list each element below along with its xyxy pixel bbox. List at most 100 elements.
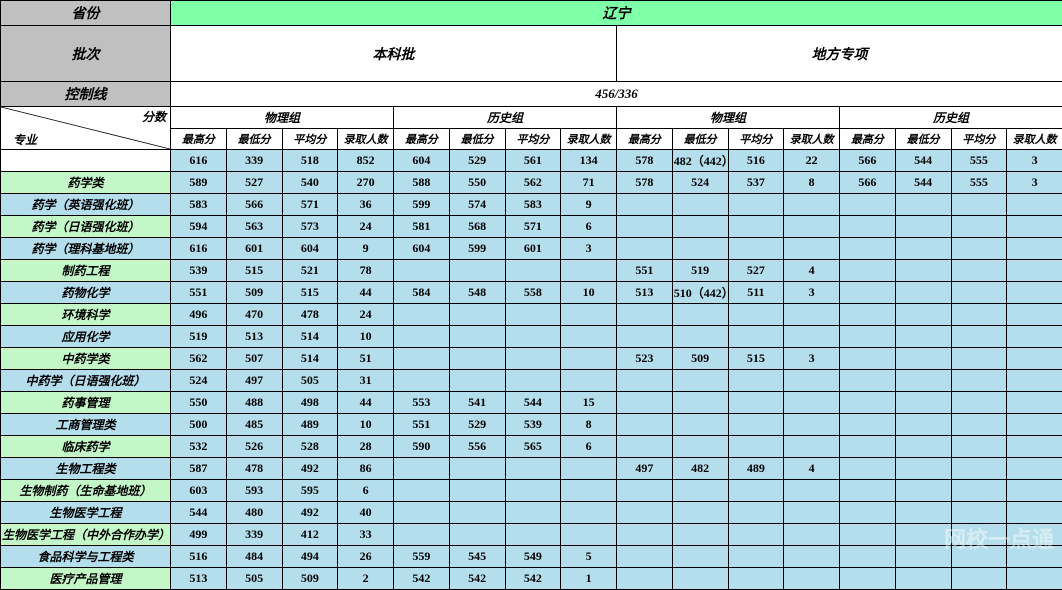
cell-16-3: 492 <box>282 502 338 524</box>
diag-header: 分数 专业 <box>1 107 171 150</box>
cell-4-12 <box>784 238 840 260</box>
cell-18-11 <box>728 546 784 568</box>
cell-15-4: 6 <box>338 480 394 502</box>
cell-17-2: 339 <box>226 524 282 546</box>
cell-17-8 <box>561 524 617 546</box>
cell-5-13 <box>840 260 896 282</box>
cell-10-10 <box>672 370 728 392</box>
cell-18-12 <box>784 546 840 568</box>
cell-4-9 <box>617 238 673 260</box>
cell-16-2: 480 <box>226 502 282 524</box>
cell-1-11: 537 <box>728 172 784 194</box>
cell-8-11 <box>728 326 784 348</box>
cell-14-3: 492 <box>282 458 338 480</box>
cell-3-9 <box>617 216 673 238</box>
cell-8-9 <box>617 326 673 348</box>
group-header-2: 物理组 <box>617 107 840 129</box>
cell-4-16 <box>1007 238 1062 260</box>
cell-1-12: 8 <box>784 172 840 194</box>
cell-10-4: 31 <box>338 370 394 392</box>
cell-5-15 <box>951 260 1007 282</box>
cell-9-4: 51 <box>338 348 394 370</box>
cell-8-12 <box>784 326 840 348</box>
cell-8-4: 10 <box>338 326 394 348</box>
cell-11-13 <box>840 392 896 414</box>
cell-17-16 <box>1007 524 1062 546</box>
major-name-17: 生物医学工程（中外合作办学） <box>1 524 171 546</box>
cell-8-8 <box>561 326 617 348</box>
cell-5-6 <box>449 260 505 282</box>
cell-18-15 <box>951 546 1007 568</box>
cell-10-8 <box>561 370 617 392</box>
cell-10-9 <box>617 370 673 392</box>
cell-3-14 <box>895 216 951 238</box>
cell-11-6: 541 <box>449 392 505 414</box>
cell-11-10 <box>672 392 728 414</box>
col-header-2-2: 平均分 <box>728 129 784 150</box>
cell-8-6 <box>449 326 505 348</box>
cell-5-14 <box>895 260 951 282</box>
cell-2-3: 571 <box>282 194 338 216</box>
cell-0-16: 3 <box>1007 150 1062 172</box>
cell-18-10 <box>672 546 728 568</box>
major-name-9: 中药学类 <box>1 348 171 370</box>
cell-13-15 <box>951 436 1007 458</box>
major-name-4: 药学（理科基地班） <box>1 238 171 260</box>
major-name-1: 药学类 <box>1 172 171 194</box>
cell-2-10 <box>672 194 728 216</box>
col-header-1-3: 录取人数 <box>561 129 617 150</box>
cell-9-2: 507 <box>226 348 282 370</box>
cell-7-9 <box>617 304 673 326</box>
cell-7-8 <box>561 304 617 326</box>
cell-3-10 <box>672 216 728 238</box>
cell-13-8: 6 <box>561 436 617 458</box>
cell-19-15 <box>951 568 1007 590</box>
cell-6-10: 510（442） <box>672 282 728 304</box>
cell-13-12 <box>784 436 840 458</box>
cell-12-14 <box>895 414 951 436</box>
cell-17-10 <box>672 524 728 546</box>
cell-16-4: 40 <box>338 502 394 524</box>
cell-15-11 <box>728 480 784 502</box>
cell-15-2: 593 <box>226 480 282 502</box>
cell-1-2: 527 <box>226 172 282 194</box>
cell-15-1: 603 <box>171 480 227 502</box>
cell-18-6: 545 <box>449 546 505 568</box>
cell-18-14 <box>895 546 951 568</box>
cell-8-14 <box>895 326 951 348</box>
major-name-16: 生物医学工程 <box>1 502 171 524</box>
diag-score: 分数 <box>142 108 166 125</box>
cell-4-4: 9 <box>338 238 394 260</box>
cell-7-6 <box>449 304 505 326</box>
cell-3-12 <box>784 216 840 238</box>
cell-4-15 <box>951 238 1007 260</box>
cell-19-4: 2 <box>338 568 394 590</box>
cell-1-3: 540 <box>282 172 338 194</box>
cell-0-14: 544 <box>895 150 951 172</box>
cell-4-1: 616 <box>171 238 227 260</box>
cell-14-7 <box>505 458 561 480</box>
cell-5-4: 78 <box>338 260 394 282</box>
cell-0-5: 604 <box>394 150 450 172</box>
cell-9-6 <box>449 348 505 370</box>
cell-11-5: 553 <box>394 392 450 414</box>
cell-8-13 <box>840 326 896 348</box>
cell-2-15 <box>951 194 1007 216</box>
cell-15-6 <box>449 480 505 502</box>
cell-7-2: 470 <box>226 304 282 326</box>
cell-12-11 <box>728 414 784 436</box>
cell-19-16 <box>1007 568 1062 590</box>
major-name-19: 医疗产品管理 <box>1 568 171 590</box>
cell-14-1: 587 <box>171 458 227 480</box>
col-header-3-2: 平均分 <box>951 129 1007 150</box>
cell-3-3: 573 <box>282 216 338 238</box>
cell-6-9: 513 <box>617 282 673 304</box>
cell-16-15 <box>951 502 1007 524</box>
cell-14-10: 482 <box>672 458 728 480</box>
cell-16-8 <box>561 502 617 524</box>
cell-11-4: 44 <box>338 392 394 414</box>
cell-1-10: 524 <box>672 172 728 194</box>
col-header-3-3: 录取人数 <box>1007 129 1062 150</box>
cell-3-2: 563 <box>226 216 282 238</box>
cell-1-8: 71 <box>561 172 617 194</box>
